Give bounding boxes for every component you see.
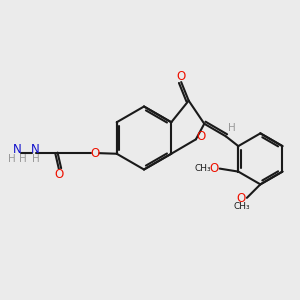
Text: H: H	[8, 154, 16, 164]
Text: H: H	[19, 154, 26, 164]
Text: N: N	[13, 143, 22, 156]
Text: O: O	[90, 147, 99, 160]
Text: CH₃: CH₃	[233, 202, 250, 211]
Text: O: O	[210, 162, 219, 175]
Text: H: H	[228, 123, 236, 133]
Text: O: O	[237, 192, 246, 205]
Text: O: O	[196, 130, 206, 143]
Text: O: O	[176, 70, 185, 83]
Text: CH₃: CH₃	[195, 164, 211, 173]
Text: O: O	[54, 168, 63, 181]
Text: H: H	[32, 154, 40, 164]
Text: N: N	[31, 143, 40, 156]
